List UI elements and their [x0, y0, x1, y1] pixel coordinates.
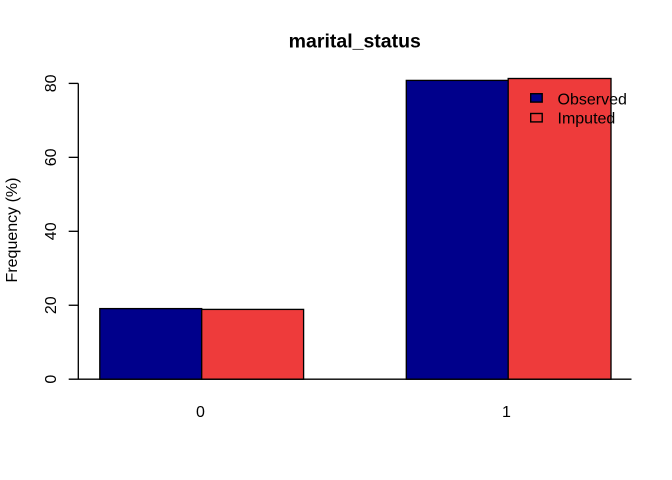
- svg-text:80: 80: [43, 74, 60, 92]
- svg-text:40: 40: [43, 222, 60, 240]
- svg-text:1: 1: [502, 404, 511, 421]
- svg-text:20: 20: [43, 296, 60, 314]
- svg-text:marital_status: marital_status: [289, 30, 421, 52]
- svg-text:Imputed: Imputed: [558, 111, 616, 128]
- svg-text:Frequency (%): Frequency (%): [4, 178, 21, 283]
- svg-text:60: 60: [43, 148, 60, 166]
- svg-text:0: 0: [196, 404, 205, 421]
- svg-text:0: 0: [43, 375, 60, 384]
- svg-text:Observed: Observed: [558, 92, 627, 109]
